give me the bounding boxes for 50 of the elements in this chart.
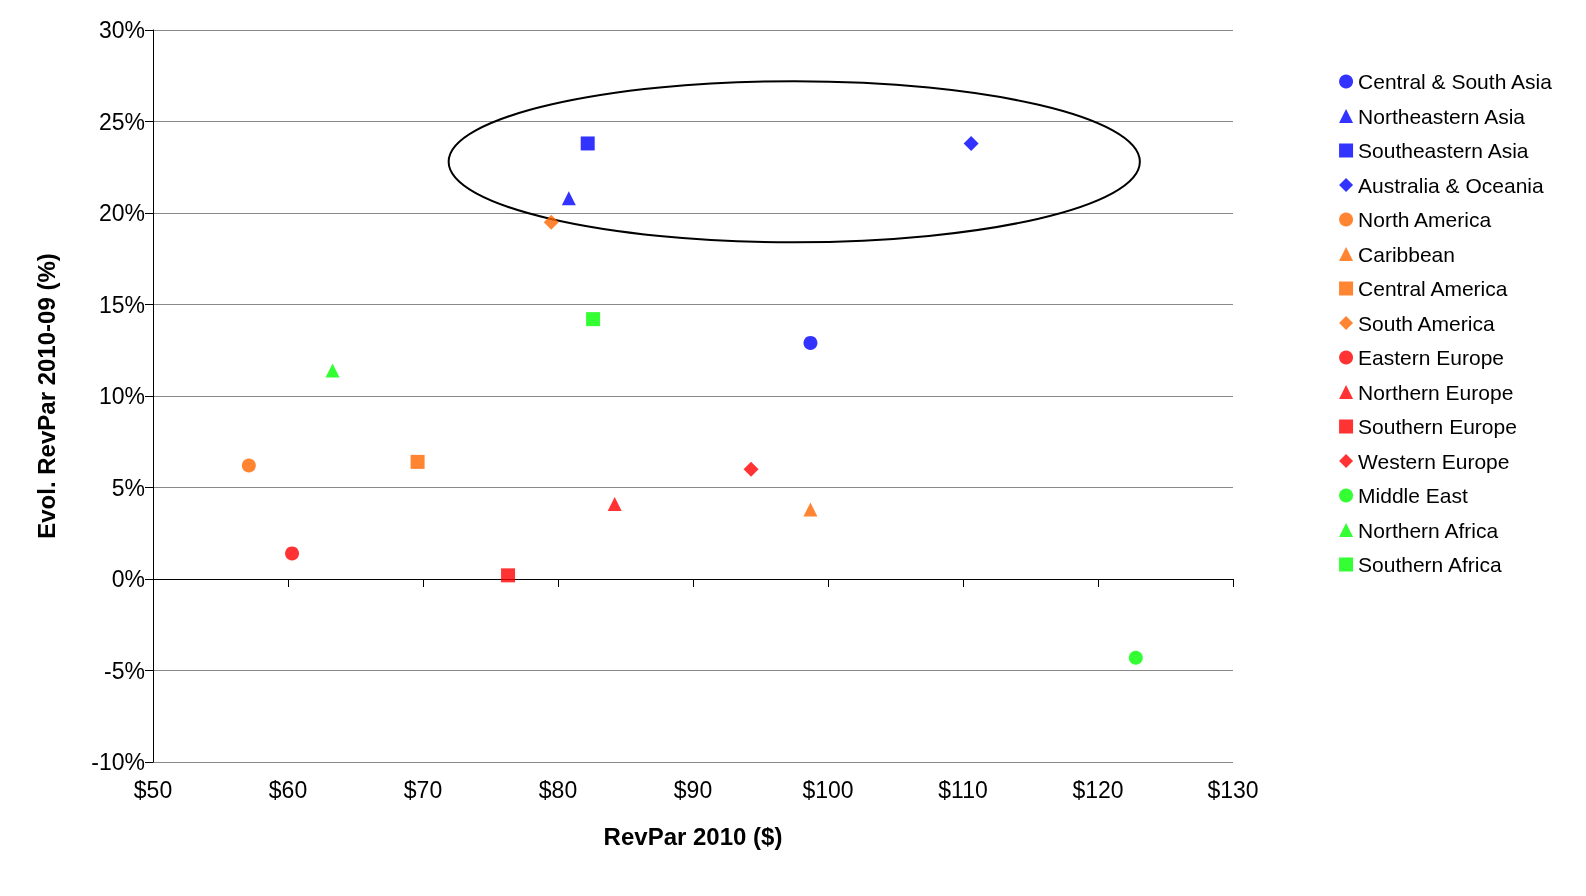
y-tick-label: 20%	[98, 200, 145, 226]
x-tick-label: $100	[802, 776, 854, 803]
x-axis-title: RevPar 2010 ($)	[603, 822, 783, 850]
point	[501, 568, 516, 583]
legend-label: Southeastern Asia	[1358, 139, 1529, 162]
x-tick-label: $110	[938, 776, 988, 803]
point	[543, 214, 559, 230]
point	[561, 191, 576, 206]
x-tick-label: $90	[673, 776, 713, 803]
x-tick-label: $50	[133, 776, 173, 803]
y-tick-label: 25%	[98, 108, 145, 135]
y-tick-label: -5%	[104, 657, 145, 684]
legend-label: Western Europe	[1358, 449, 1510, 473]
y-tick-label: 0%	[111, 566, 145, 592]
point	[963, 135, 979, 151]
x-tick-label: $80	[538, 776, 578, 803]
point	[607, 496, 622, 511]
point	[803, 335, 818, 350]
legend-label: Australia & Oceania	[1358, 173, 1544, 197]
point	[743, 461, 759, 477]
point	[580, 136, 595, 151]
x-tick-label: $130	[1207, 776, 1259, 803]
point	[410, 454, 425, 469]
legend-label: South America	[1358, 311, 1495, 335]
y-tick-label: 5%	[111, 474, 145, 501]
legend-label: Central America	[1358, 277, 1508, 300]
y-tick-label: 15%	[98, 291, 145, 318]
point	[241, 458, 256, 473]
legend-label: Northeastern Asia	[1358, 104, 1526, 128]
legend-label: Northern Africa	[1358, 518, 1499, 542]
legend-label: Central & South Asia	[1358, 70, 1553, 93]
legend-label: Middle East	[1358, 484, 1468, 507]
legend-label: Southern Europe	[1358, 415, 1517, 438]
legend-label: North America	[1358, 208, 1492, 231]
y-tick-label: -10%	[91, 749, 145, 775]
point	[1128, 650, 1143, 665]
y-axis-title: Evol. RevPar 2010-09 (%)	[32, 253, 60, 539]
point	[803, 502, 818, 517]
y-tick-label: 30%	[98, 17, 145, 43]
point	[325, 363, 340, 378]
x-tick-label: $60	[268, 776, 308, 803]
legend-label: Caribbean	[1358, 242, 1455, 266]
legend-label: Northern Europe	[1358, 380, 1514, 404]
legend-label: Southern Africa	[1358, 553, 1502, 576]
point	[586, 312, 601, 327]
x-tick-label: $70	[403, 776, 443, 803]
y-tick-label: 10%	[98, 383, 145, 409]
x-tick-label: $120	[1072, 776, 1124, 803]
point	[285, 546, 300, 561]
legend-label: Eastern Europe	[1358, 346, 1504, 369]
